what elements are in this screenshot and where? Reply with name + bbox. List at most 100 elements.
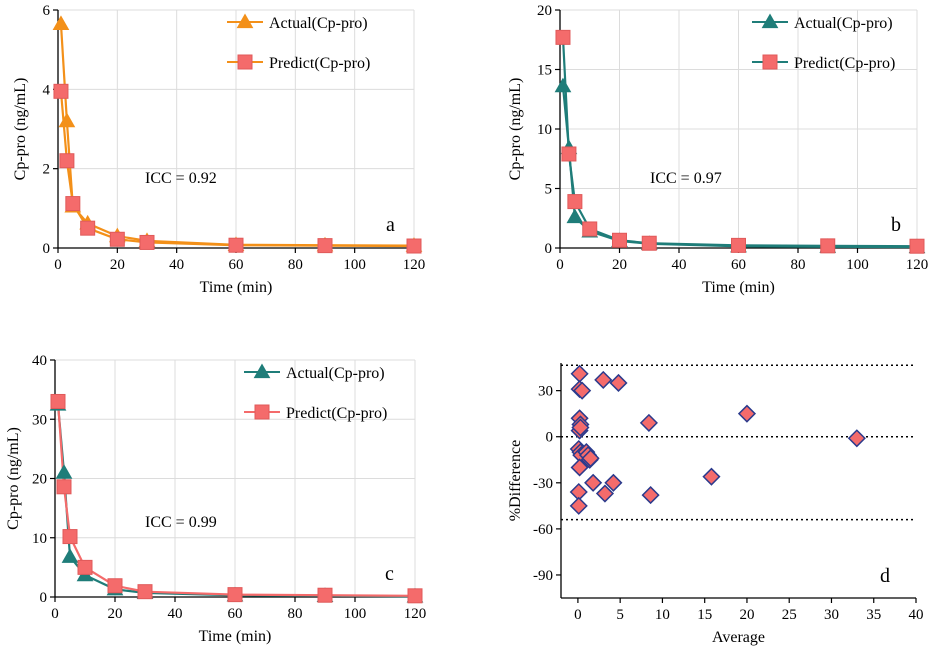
series-line-actual <box>561 86 918 249</box>
scatter-point <box>595 484 615 503</box>
x-tick-label: 100 <box>846 257 869 273</box>
predict-point <box>407 588 423 604</box>
x-tick-label: 60 <box>229 257 244 273</box>
y-tick-label: 4 <box>43 82 51 98</box>
panel-letter: b <box>891 214 901 236</box>
panel-letter: c <box>385 563 394 585</box>
x-axis-title: Time (min) <box>200 279 273 296</box>
icc-annotation: ICC = 0.99 <box>145 514 217 531</box>
y-tick-label: -60 <box>533 522 553 538</box>
predict-point <box>909 238 925 254</box>
panel-c: 0 20 40 60 80 100 120 0 10 20 30 40 Time (min) Cp-pro… <box>5 353 426 645</box>
predict-point <box>227 587 243 603</box>
x-tick-label: 40 <box>168 606 183 622</box>
scatter-point <box>594 370 613 389</box>
y-tick-label: -90 <box>533 568 553 584</box>
panel-b: 0 20 40 60 80 100 120 0 5 10 15 20 Time (min) Cp-pro … <box>507 3 928 296</box>
predict-point <box>77 559 93 575</box>
predict-point <box>59 153 75 169</box>
scatter-point <box>570 364 589 383</box>
x-tick-label: 10 <box>655 607 670 623</box>
predict-point <box>80 220 96 236</box>
y-tick-label: 15 <box>537 63 552 79</box>
y-axis-title: Cp-pro (ng/mL) <box>12 78 29 181</box>
x-tick-label: 35 <box>866 607 881 623</box>
x-tick-label: 0 <box>574 607 582 623</box>
x-tick-label: 120 <box>403 257 426 273</box>
x-tick-label: 100 <box>344 606 367 622</box>
scatter-point <box>639 413 658 432</box>
predict-point <box>137 584 153 600</box>
x-axis-title: Time (min) <box>702 279 775 296</box>
scatter-point <box>702 467 721 486</box>
predict-point <box>65 196 81 212</box>
x-tick-label: 40 <box>909 607 924 623</box>
x-tick-label: 40 <box>672 257 687 273</box>
legend-marker <box>253 363 271 379</box>
x-tick-label: 120 <box>906 257 929 273</box>
icc-annotation: ICC = 0.92 <box>145 170 217 187</box>
x-tick-label: 20 <box>108 606 123 622</box>
predict-point <box>612 232 627 248</box>
predict-point <box>50 393 66 409</box>
y-tick-label: -30 <box>533 476 553 492</box>
predict-point <box>107 578 123 594</box>
y-tick-label: 0 <box>43 241 51 257</box>
predict-point <box>820 238 836 254</box>
predict-point <box>56 479 72 495</box>
legend-label: Predict(Cp-pro) <box>794 55 895 72</box>
y-tick-label: 10 <box>32 531 47 547</box>
predict-point <box>62 529 78 545</box>
predict-point <box>228 237 244 253</box>
legend-label: Actual(Cp-pro) <box>794 15 893 32</box>
x-tick-label: 20 <box>110 257 125 273</box>
y-tick-label: 6 <box>43 3 51 19</box>
legend-marker <box>237 54 253 70</box>
x-tick-label: 0 <box>54 257 62 273</box>
y-tick-label: 30 <box>538 384 553 400</box>
x-tick-label: 120 <box>404 606 427 622</box>
y-tick-label: 2 <box>43 162 51 178</box>
legend-marker <box>761 13 779 29</box>
predict-point <box>567 194 583 210</box>
y-tick-label: 0 <box>545 241 553 257</box>
predict-point <box>109 231 125 247</box>
scatter-point <box>584 473 603 492</box>
x-tick-label: 80 <box>288 606 303 622</box>
scatter-point <box>570 458 589 477</box>
legend-label: Actual(Cp-pro) <box>269 15 368 32</box>
actual-point <box>61 548 79 563</box>
icc-annotation: ICC = 0.97 <box>650 170 722 187</box>
panel-d: 0 5 10 15 20 25 30 35 40 -90 -60 -30 0 30 Average %Diff… <box>507 363 924 646</box>
legend-marker <box>762 54 778 70</box>
x-tick-label: 60 <box>228 606 243 622</box>
legend-label: Actual(Cp-pro) <box>286 365 385 382</box>
series-line-actual <box>56 404 416 598</box>
scatter-point <box>641 486 660 505</box>
predict-point <box>561 146 577 162</box>
scatter-point <box>571 418 590 437</box>
scatter-point <box>581 449 600 468</box>
x-tick-label: 25 <box>782 607 797 623</box>
predict-point <box>406 238 422 254</box>
actual-point <box>52 15 70 31</box>
predict-point <box>641 235 657 251</box>
x-tick-label: 20 <box>739 607 754 623</box>
y-tick-label: 30 <box>32 412 47 428</box>
predict-point <box>139 234 155 250</box>
y-tick-label: 5 <box>545 182 553 198</box>
actual-point <box>566 208 584 224</box>
scatter-point <box>847 429 866 448</box>
legend-label: Predict(Cp-pro) <box>269 55 370 72</box>
y-tick-label: 20 <box>32 472 47 488</box>
legend-label: Predict(Cp-pro) <box>286 405 387 422</box>
y-tick-label: 20 <box>537 3 552 19</box>
scatter-point <box>609 373 628 393</box>
scatter-point <box>604 473 623 492</box>
x-tick-label: 20 <box>612 257 627 273</box>
scatter-point <box>573 381 592 400</box>
predict-point <box>53 83 69 99</box>
y-axis-title: Cp-pro (ng/mL) <box>507 78 524 181</box>
scatter-point <box>569 496 588 515</box>
